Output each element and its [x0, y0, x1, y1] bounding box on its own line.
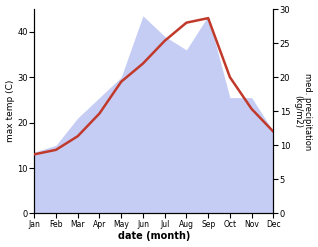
X-axis label: date (month): date (month)	[118, 231, 190, 242]
Y-axis label: max temp (C): max temp (C)	[5, 80, 15, 143]
Y-axis label: med. precipitation
(kg/m2): med. precipitation (kg/m2)	[293, 73, 313, 150]
